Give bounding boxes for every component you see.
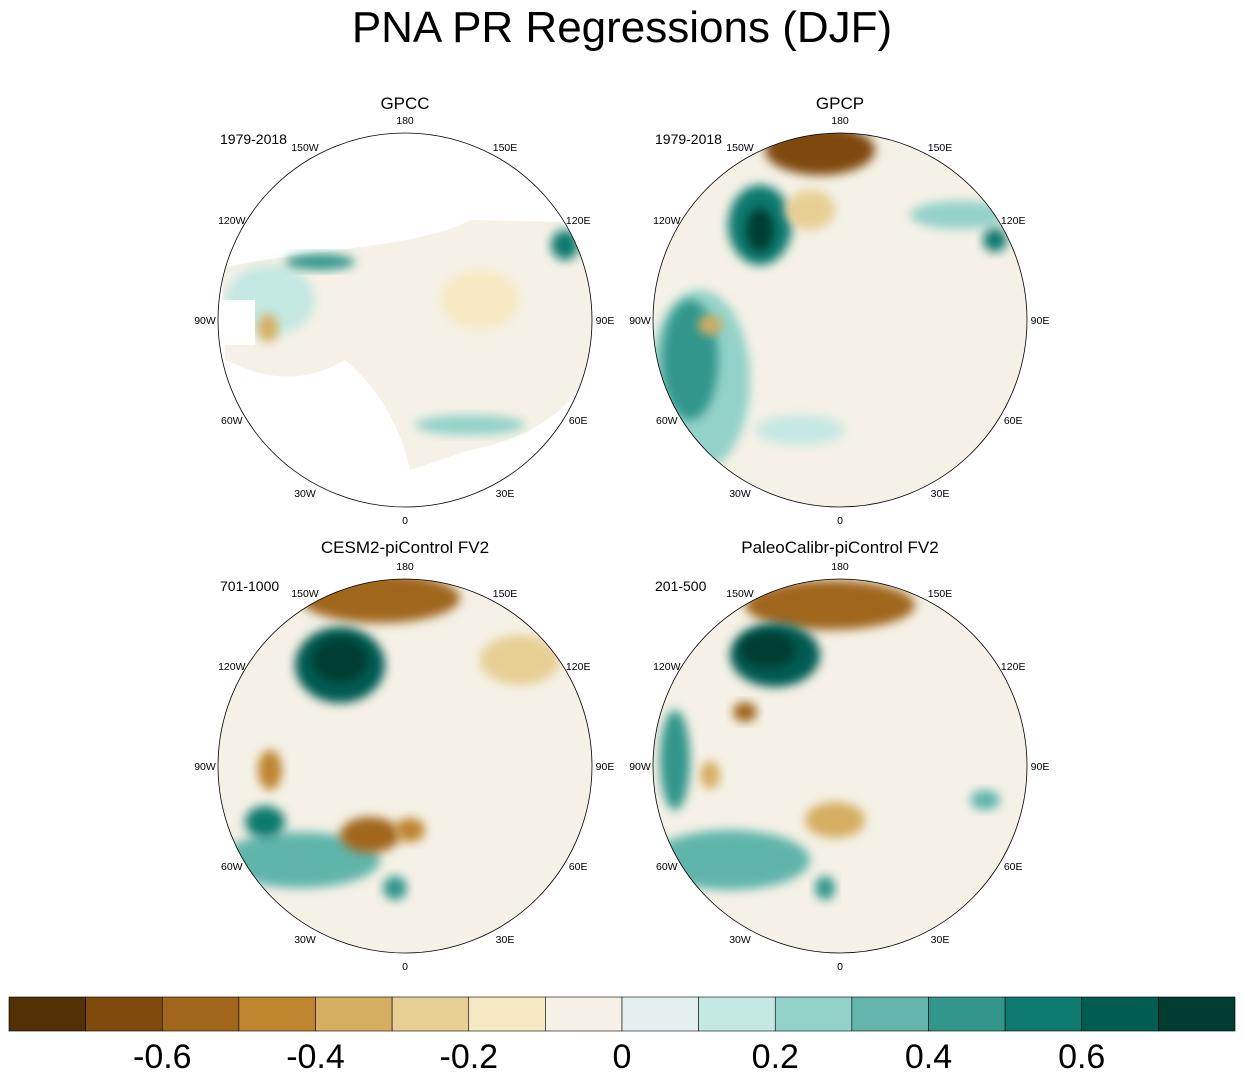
longitude-label: 60E: [1004, 861, 1023, 873]
colorbar-tick-label: 0: [613, 1038, 632, 1076]
precip-field: [218, 579, 592, 953]
figure-title: PNA PR Regressions (DJF): [351, 3, 893, 52]
longitude-label: 150E: [493, 142, 518, 154]
longitude-label: 60W: [221, 861, 243, 873]
longitude-label: 90E: [596, 315, 615, 327]
map-boundary: [217, 132, 593, 508]
longitude-label: 90W: [629, 761, 651, 773]
colorbar-tick-label: 0.2: [752, 1038, 799, 1076]
longitude-label: 90E: [596, 761, 615, 773]
colorbar-swatch: [238, 996, 316, 1032]
map-panel-gpcc: GPCC 1979-2018: [217, 94, 593, 508]
colorbar-swatch: [621, 996, 699, 1032]
longitude-label: 150E: [928, 588, 953, 600]
longitude-label: 0: [402, 515, 408, 527]
colorbar-swatch: [545, 996, 623, 1032]
longitude-label: 30E: [496, 488, 515, 500]
longitude-label: 180: [396, 115, 414, 127]
longitude-label: 0: [402, 961, 408, 973]
longitude-label: 30W: [294, 488, 316, 500]
precip-field: [218, 133, 592, 507]
longitude-label: 30W: [729, 488, 751, 500]
longitude-label: 90W: [629, 315, 651, 327]
longitude-label: 60E: [569, 415, 588, 427]
panel-title: GPCP: [816, 94, 864, 113]
colorbar-swatch: [161, 996, 240, 1032]
longitude-label: 0: [837, 515, 843, 527]
panel-period: 1979-2018: [655, 131, 722, 147]
longitude-label: 120W: [653, 215, 681, 227]
colorbar-swatch: [391, 996, 470, 1032]
longitude-labels: 180 150E 120E 90E 60E 30E 0 30W 60W 90W 120W 150W 18…: [194, 115, 1049, 973]
colorbar: [8, 996, 1236, 1032]
colorbar-tick-label: -0.6: [133, 1038, 192, 1076]
colorbar-swatch: [8, 996, 86, 1032]
longitude-label: 90E: [1031, 315, 1050, 327]
longitude-label: 180: [831, 115, 849, 127]
longitude-label: 150E: [928, 142, 953, 154]
longitude-label: 60E: [569, 861, 588, 873]
colorbar-tick-label: 0.6: [1058, 1038, 1105, 1076]
colorbar-swatch: [698, 996, 776, 1032]
longitude-label: 60W: [656, 415, 678, 427]
precip-field: [653, 133, 1027, 507]
map-panel-cesm2: CESM2-piControl FV2 701-1000: [217, 538, 593, 954]
longitude-label: 90E: [1031, 761, 1050, 773]
colorbar-swatch: [1004, 996, 1083, 1032]
longitude-label: 180: [831, 561, 849, 573]
precip-field: [653, 579, 1027, 953]
longitude-label: 90W: [194, 761, 216, 773]
longitude-label: 120E: [1001, 661, 1026, 673]
panel-period: 1979-2018: [220, 131, 287, 147]
panel-title: GPCC: [380, 94, 429, 113]
longitude-label: 60W: [221, 415, 243, 427]
longitude-label: 60E: [1004, 415, 1023, 427]
longitude-label: 120W: [218, 661, 246, 673]
longitude-label: 150W: [291, 588, 319, 600]
colorbar-tick-label: -0.2: [440, 1038, 499, 1076]
map-boundary: [652, 132, 1028, 508]
longitude-label: 30E: [931, 934, 950, 946]
longitude-label: 60W: [656, 861, 678, 873]
longitude-label: 120W: [653, 661, 681, 673]
longitude-label: 120E: [1001, 215, 1026, 227]
longitude-label: 120E: [566, 215, 591, 227]
map-boundary: [652, 578, 1028, 954]
longitude-label: 120E: [566, 661, 591, 673]
panel-title: CESM2-piControl FV2: [321, 538, 489, 557]
longitude-label: 150E: [493, 588, 518, 600]
panel-period: 701-1000: [220, 578, 279, 594]
colorbar-swatch: [468, 996, 546, 1032]
colorbar-swatch: [851, 996, 929, 1032]
map-boundary: [217, 578, 593, 954]
colorbar-swatch: [774, 996, 853, 1032]
colorbar-swatch: [85, 996, 163, 1032]
longitude-label: 30E: [931, 488, 950, 500]
longitude-label: 120W: [218, 215, 246, 227]
longitude-label: 180: [396, 561, 414, 573]
longitude-label: 30W: [729, 934, 751, 946]
longitude-label: 150W: [726, 588, 754, 600]
longitude-label: 30E: [496, 934, 515, 946]
colorbar-tick-label: -0.4: [286, 1038, 345, 1076]
colorbar-ticks: -0.6 -0.4 -0.2 0 0.2 0.4 0.6: [133, 1038, 1105, 1076]
map-panel-paleocalibr: PaleoCalibr-piControl FV2 201-500: [652, 538, 1028, 954]
colorbar-swatch: [1158, 996, 1236, 1032]
longitude-label: 30W: [294, 934, 316, 946]
longitude-label: 90W: [194, 315, 216, 327]
map-panel-gpcp: GPCP 1979-2018: [652, 94, 1028, 508]
colorbar-tick-label: 0.4: [905, 1038, 952, 1076]
panel-title: PaleoCalibr-piControl FV2: [741, 538, 938, 557]
panel-period: 201-500: [655, 578, 707, 594]
colorbar-swatch: [928, 996, 1006, 1032]
longitude-label: 150W: [291, 142, 319, 154]
colorbar-swatch: [1081, 996, 1159, 1032]
longitude-label: 0: [837, 961, 843, 973]
colorbar-swatch: [315, 996, 393, 1032]
longitude-label: 150W: [726, 142, 754, 154]
